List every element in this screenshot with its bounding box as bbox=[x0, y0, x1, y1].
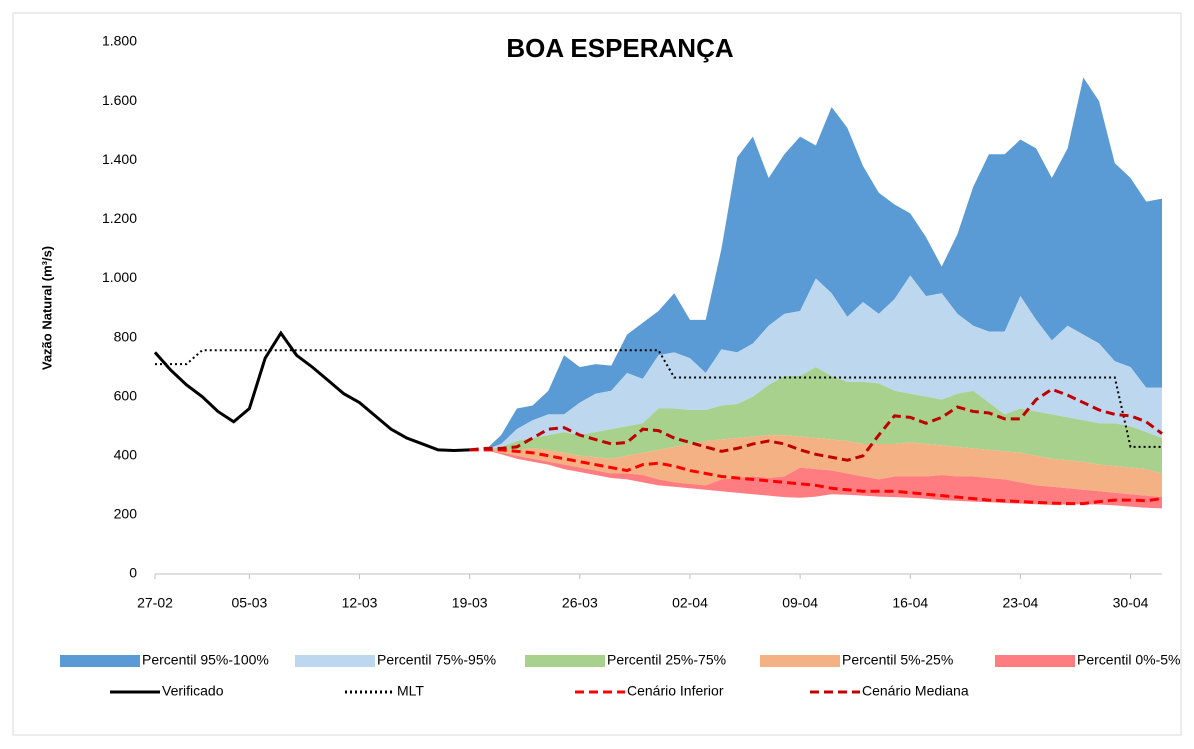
band-area bbox=[469, 77, 1162, 450]
x-tick-label: 19-03 bbox=[452, 595, 488, 611]
legend-label: Percentil 0%-5% bbox=[1077, 652, 1181, 668]
legend-swatch bbox=[760, 655, 840, 667]
y-tick-label: 0 bbox=[129, 565, 137, 581]
legend-label: Percentil 75%-95% bbox=[377, 652, 496, 668]
band-area bbox=[469, 275, 1162, 450]
y-tick-label: 1.000 bbox=[102, 269, 137, 285]
y-tick-label: 600 bbox=[114, 387, 138, 403]
legend-swatch bbox=[295, 655, 375, 667]
x-tick-label: 02-04 bbox=[672, 595, 708, 611]
series-line bbox=[469, 448, 1163, 506]
y-tick-label: 1.400 bbox=[102, 151, 137, 167]
series-line bbox=[153, 330, 470, 452]
legend-swatch bbox=[60, 655, 140, 667]
y-tick-label: 1.200 bbox=[102, 210, 137, 226]
x-tick-label: 09-04 bbox=[782, 595, 818, 611]
y-tick-label: 400 bbox=[114, 446, 138, 462]
legend-label: MLT bbox=[397, 683, 424, 699]
y-tick-label: 1.800 bbox=[102, 33, 137, 49]
x-tick-label: 05-03 bbox=[232, 595, 268, 611]
series-line bbox=[469, 387, 1163, 462]
x-tick-label: 23-04 bbox=[1002, 595, 1038, 611]
y-tick-label: 200 bbox=[114, 506, 138, 522]
x-tick-label: 16-04 bbox=[892, 595, 928, 611]
y-tick-label: 800 bbox=[114, 328, 138, 344]
legend-swatch bbox=[995, 655, 1075, 667]
legend-label: Cenário Inferior bbox=[627, 683, 724, 699]
band-area bbox=[469, 367, 1162, 474]
legend-label: Verificado bbox=[162, 683, 224, 699]
y-axis-label: Vazão Natural (m³/s) bbox=[39, 246, 54, 370]
legend-label: Percentil 25%-75% bbox=[607, 652, 726, 668]
chart-title: BOA ESPERANÇA bbox=[506, 33, 734, 63]
series-line bbox=[155, 349, 1162, 448]
y-tick-label: 1.600 bbox=[102, 92, 137, 108]
x-tick-label: 12-03 bbox=[342, 595, 378, 611]
x-tick-label: 26-03 bbox=[562, 595, 598, 611]
band-area bbox=[469, 449, 1162, 509]
legend-label: Percentil 95%-100% bbox=[142, 652, 269, 668]
band-area bbox=[469, 435, 1162, 498]
legend-swatch bbox=[525, 655, 605, 667]
legend-label: Cenário Mediana bbox=[862, 683, 969, 699]
x-tick-label: 27-02 bbox=[137, 595, 173, 611]
x-tick-label: 30-04 bbox=[1113, 595, 1149, 611]
legend-label: Percentil 5%-25% bbox=[842, 652, 953, 668]
